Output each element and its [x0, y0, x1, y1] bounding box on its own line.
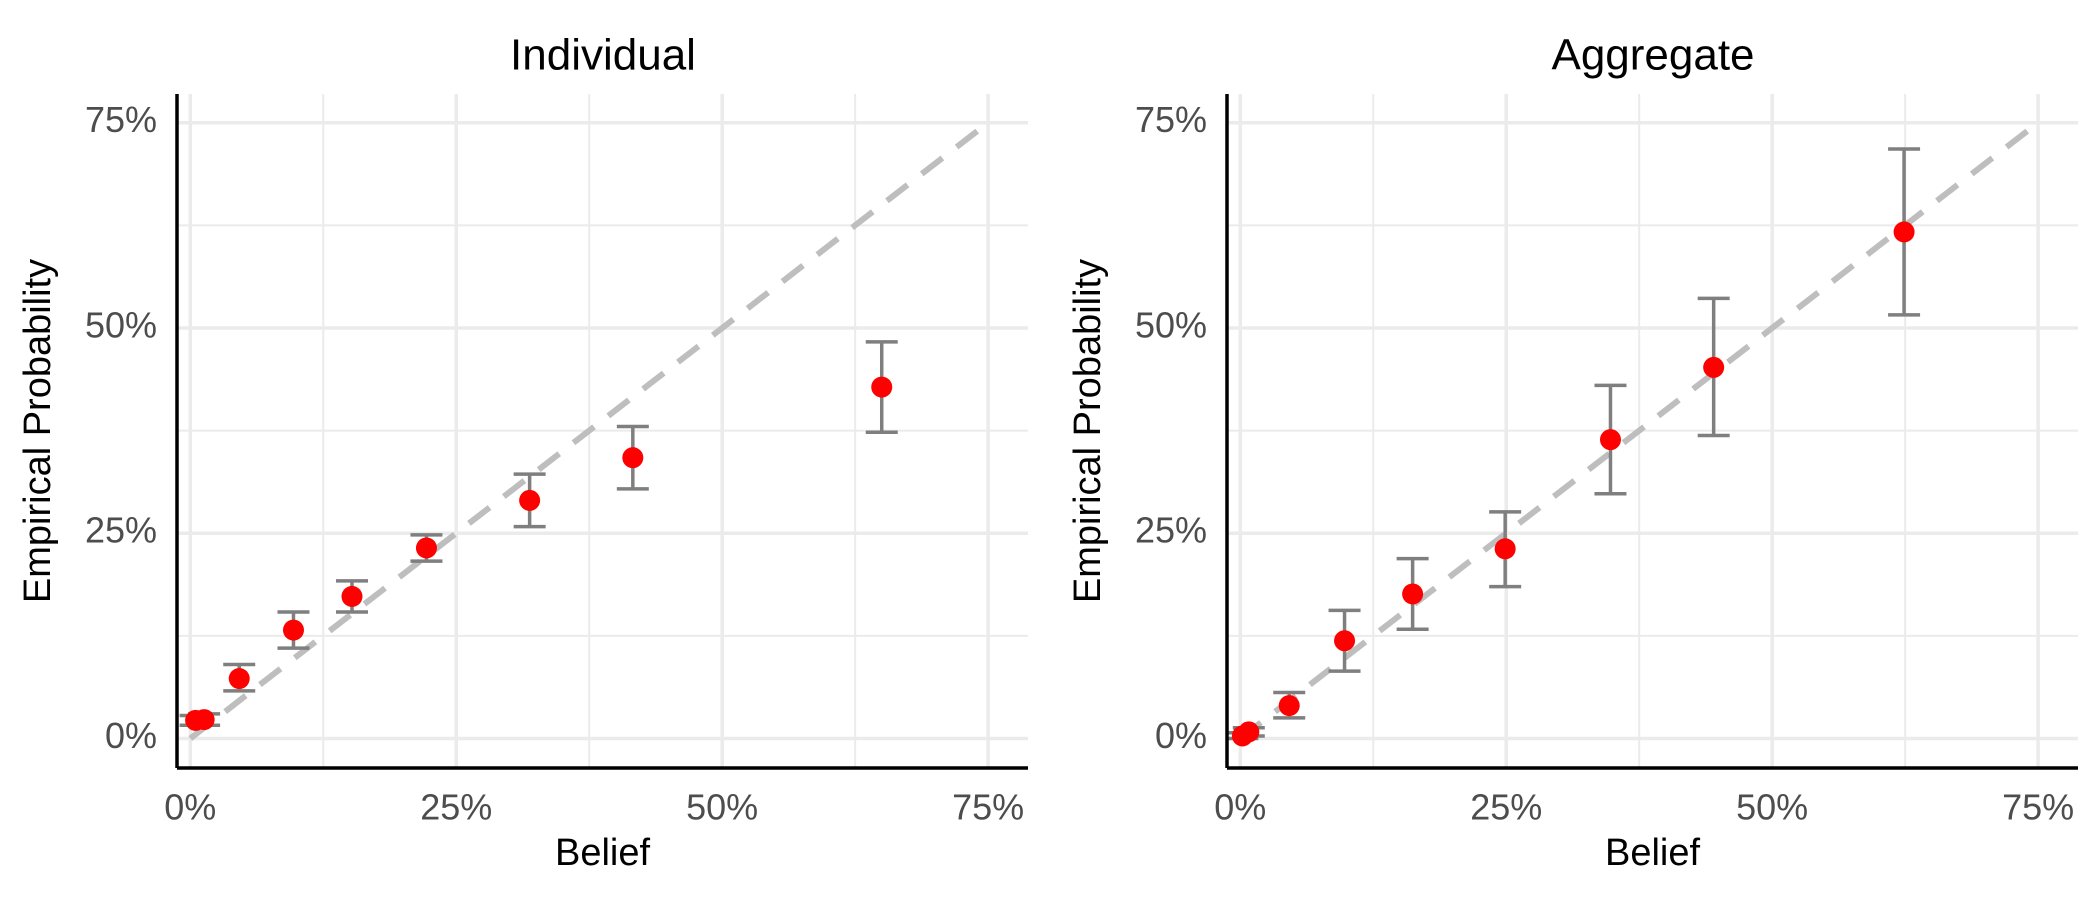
- y-tick-label: 50%: [85, 304, 157, 345]
- y-tick-label: 75%: [85, 99, 157, 140]
- data-point: [871, 376, 893, 398]
- x-tick-label: 0%: [1214, 787, 1266, 828]
- data-point: [1278, 695, 1300, 717]
- x-tick-label: 75%: [952, 787, 1024, 828]
- y-tick-labels: 0% 25% 50% 75%: [85, 99, 157, 756]
- x-tick-labels: 0% 25% 50% 75%: [164, 787, 1024, 828]
- y-axis-title: Empirical Probability: [1067, 259, 1109, 603]
- grid-major: [177, 94, 1028, 768]
- y-tick-label: 25%: [85, 510, 157, 551]
- data-point: [1599, 429, 1621, 451]
- data-point: [341, 585, 363, 607]
- y-tick-label: 75%: [1135, 99, 1207, 140]
- x-tick-labels: 0% 25% 50% 75%: [1214, 787, 2074, 828]
- x-tick-label: 0%: [164, 787, 216, 828]
- data-point: [1238, 721, 1260, 743]
- y-axis-title: Empirical Probability: [17, 259, 59, 603]
- data-point: [1494, 538, 1516, 560]
- x-tick-label: 50%: [1736, 787, 1808, 828]
- x-tick-label: 50%: [686, 787, 758, 828]
- panel-individual: Individual 0% 25% 50% 75% 0% 25% 50% 75% Belie…: [17, 31, 1028, 874]
- x-tick-label: 25%: [1470, 787, 1542, 828]
- y-tick-label: 0%: [1155, 715, 1207, 756]
- y-tick-label: 0%: [105, 715, 157, 756]
- x-axis-title: Belief: [1605, 832, 1700, 874]
- data-point: [1334, 630, 1356, 652]
- panel-title: Individual: [510, 31, 696, 80]
- data-point: [282, 619, 304, 641]
- x-tick-label: 25%: [420, 787, 492, 828]
- x-tick-label: 75%: [2002, 787, 2074, 828]
- y-tick-labels: 0% 25% 50% 75%: [1135, 99, 1207, 756]
- grid-minor: [1227, 94, 2078, 768]
- data-point: [519, 489, 541, 511]
- points: [1231, 221, 1915, 747]
- data-point: [1893, 221, 1915, 243]
- reference-line: [188, 120, 990, 741]
- data-point: [193, 709, 215, 731]
- y-tick-label: 25%: [1135, 510, 1207, 551]
- panel-aggregate: Aggregate 0% 25% 50% 75% 0% 25% 50% 75% Belief…: [1067, 31, 2078, 874]
- points: [185, 376, 893, 731]
- data-point: [1703, 356, 1725, 378]
- data-point: [228, 668, 250, 690]
- data-point: [622, 447, 644, 469]
- panel-title: Aggregate: [1551, 31, 1754, 80]
- data-point: [1402, 583, 1424, 605]
- y-tick-label: 50%: [1135, 304, 1207, 345]
- x-axis-title: Belief: [555, 832, 650, 874]
- grid-major: [1227, 94, 2078, 768]
- data-point: [415, 537, 437, 559]
